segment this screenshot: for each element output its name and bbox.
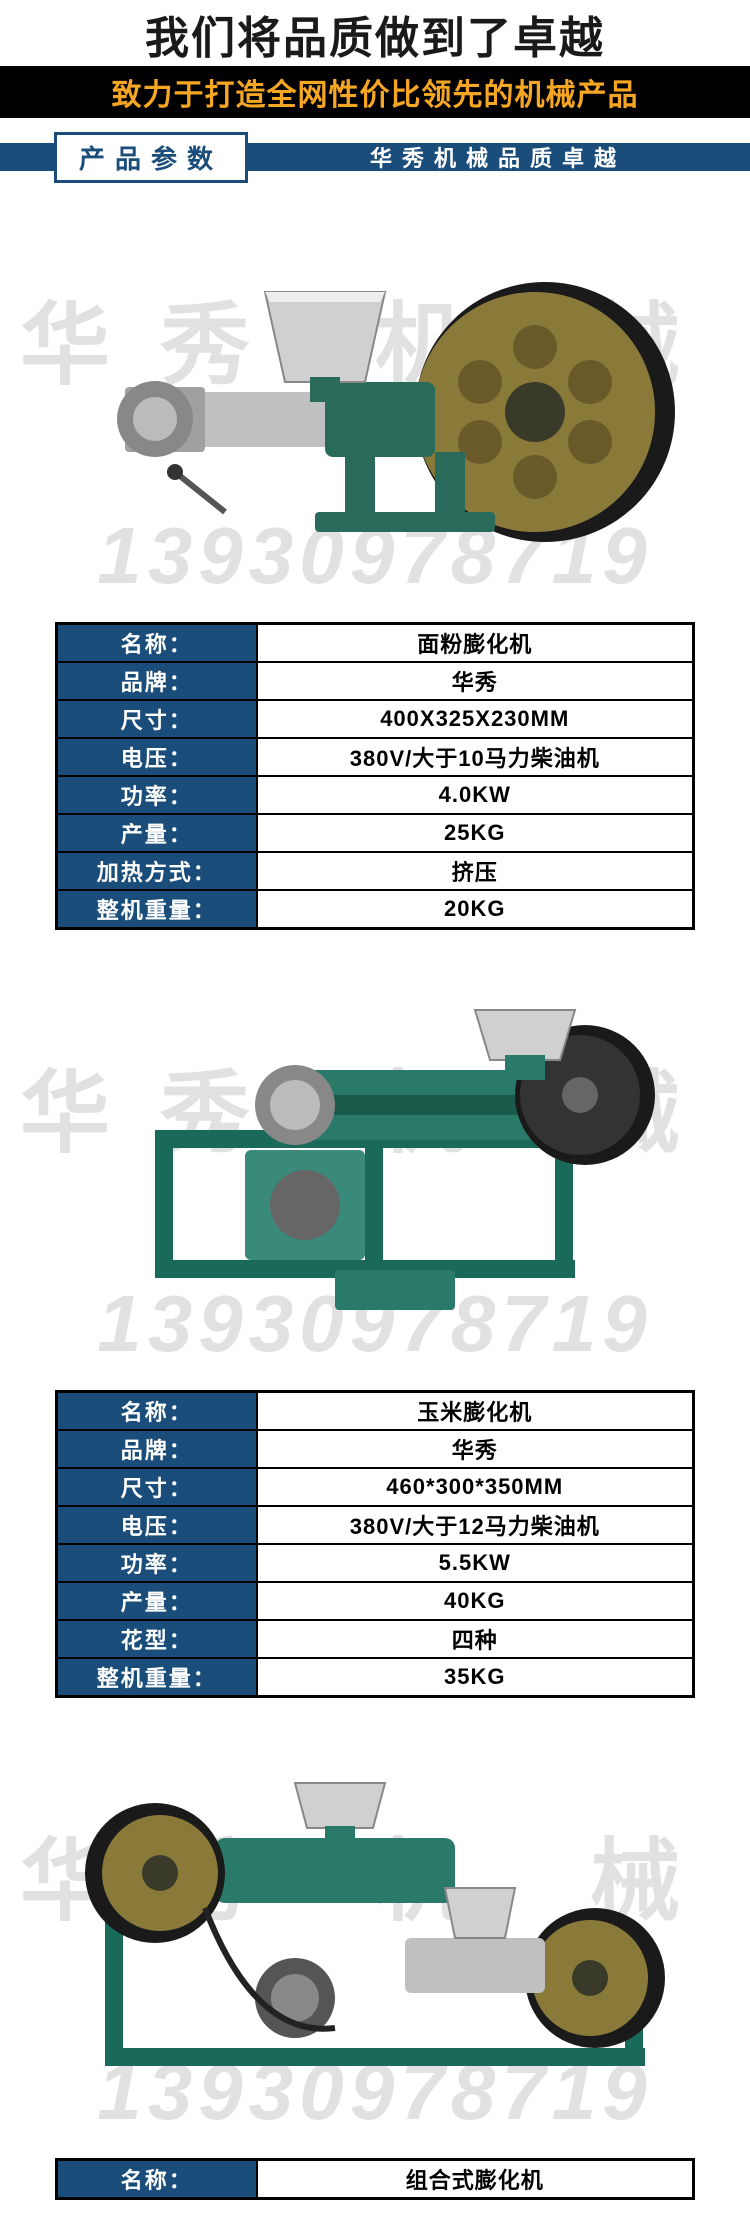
spec-value: 380V/大于10马力柴油机 — [257, 738, 694, 776]
spec-table-2: 名称：玉米膨化机品牌：华秀尺寸：460*300*350MM电压：380V/大于1… — [55, 1390, 695, 1698]
spec-label: 功率： — [57, 776, 257, 814]
spec-value: 5.5KW — [257, 1544, 694, 1582]
spec-tbody-2: 名称：玉米膨化机品牌：华秀尺寸：460*300*350MM电压：380V/大于1… — [57, 1392, 694, 1697]
table-row: 名称：玉米膨化机 — [57, 1392, 694, 1431]
spec-label: 名称： — [57, 624, 257, 663]
spec-table-1: 名称：面粉膨化机品牌：华秀尺寸：400X325X230MM电压：380V/大于1… — [55, 622, 695, 930]
table-row: 电压：380V/大于12马力柴油机 — [57, 1506, 694, 1544]
spec-value: 4.0KW — [257, 776, 694, 814]
table-row: 功率：5.5KW — [57, 1544, 694, 1582]
header-title: 我们将品质做到了卓越 — [0, 2, 750, 66]
spec-label: 名称： — [57, 1392, 257, 1431]
spec-label: 电压： — [57, 1506, 257, 1544]
product-image-3: 华秀 机 械 13930978719 — [0, 1728, 750, 2148]
header-top: 我们将品质做到了卓越 — [0, 0, 750, 66]
machine-illustration-2 — [95, 1000, 655, 1340]
spec-value: 挤压 — [257, 852, 694, 890]
spec-value: 面粉膨化机 — [257, 624, 694, 663]
table-row: 名称：组合式膨化机 — [57, 2160, 694, 2199]
machine-illustration-3 — [55, 1778, 695, 2098]
spec-label: 整机重量： — [57, 890, 257, 929]
spec-label: 产量： — [57, 1582, 257, 1620]
table-row: 加热方式：挤压 — [57, 852, 694, 890]
section-right-text: 华秀机械品质卓越 — [370, 141, 626, 173]
spec-label: 花型： — [57, 1620, 257, 1658]
section-badge-text: 产品参数 — [79, 144, 223, 174]
section-bar-right: 华秀机械品质卓越 — [246, 143, 750, 171]
spec-label: 品牌： — [57, 662, 257, 700]
table-row: 整机重量：20KG — [57, 890, 694, 929]
table-row: 整机重量：35KG — [57, 1658, 694, 1697]
spec-tbody-1: 名称：面粉膨化机品牌：华秀尺寸：400X325X230MM电压：380V/大于1… — [57, 624, 694, 929]
table-row: 花型：四种 — [57, 1620, 694, 1658]
spec-value: 玉米膨化机 — [257, 1392, 694, 1431]
spec-label: 电压： — [57, 738, 257, 776]
spec-value: 40KG — [257, 1582, 694, 1620]
table-row: 尺寸：400X325X230MM — [57, 700, 694, 738]
spec-value: 华秀 — [257, 662, 694, 700]
spec-label: 加热方式： — [57, 852, 257, 890]
spec-value: 35KG — [257, 1658, 694, 1697]
header-sub: 致力于打造全网性价比领先的机械产品 — [0, 66, 750, 118]
spec-label: 整机重量： — [57, 1658, 257, 1697]
spec-value: 组合式膨化机 — [257, 2160, 694, 2199]
spec-value: 460*300*350MM — [257, 1468, 694, 1506]
header-subtitle: 致力于打造全网性价比领先的机械产品 — [0, 70, 750, 114]
spec-tbody-3: 名称：组合式膨化机 — [57, 2160, 694, 2199]
table-row: 品牌：华秀 — [57, 1430, 694, 1468]
spec-label: 尺寸： — [57, 700, 257, 738]
table-row: 品牌：华秀 — [57, 662, 694, 700]
machine-illustration-1 — [65, 252, 685, 552]
spec-value: 20KG — [257, 890, 694, 929]
section-bar-left — [0, 143, 56, 171]
spec-value: 380V/大于12马力柴油机 — [257, 1506, 694, 1544]
spec-value: 华秀 — [257, 1430, 694, 1468]
spec-value: 四种 — [257, 1620, 694, 1658]
product-image-1: 华秀 机 械 13930978719 — [0, 192, 750, 612]
table-row: 产量：25KG — [57, 814, 694, 852]
spec-value: 400X325X230MM — [257, 700, 694, 738]
table-row: 名称：面粉膨化机 — [57, 624, 694, 663]
spec-table-3: 名称：组合式膨化机 — [55, 2158, 695, 2200]
table-row: 产量：40KG — [57, 1582, 694, 1620]
spec-label: 品牌： — [57, 1430, 257, 1468]
section-header: 产品参数 华秀机械品质卓越 — [0, 132, 750, 182]
spec-label: 产量： — [57, 814, 257, 852]
table-row: 尺寸：460*300*350MM — [57, 1468, 694, 1506]
table-row: 功率：4.0KW — [57, 776, 694, 814]
spec-label: 名称： — [57, 2160, 257, 2199]
section-badge: 产品参数 — [54, 132, 248, 183]
product-image-2: 华秀 机 械 13930978719 — [0, 960, 750, 1380]
spec-label: 功率： — [57, 1544, 257, 1582]
spec-value: 25KG — [257, 814, 694, 852]
spec-label: 尺寸： — [57, 1468, 257, 1506]
table-row: 电压：380V/大于10马力柴油机 — [57, 738, 694, 776]
